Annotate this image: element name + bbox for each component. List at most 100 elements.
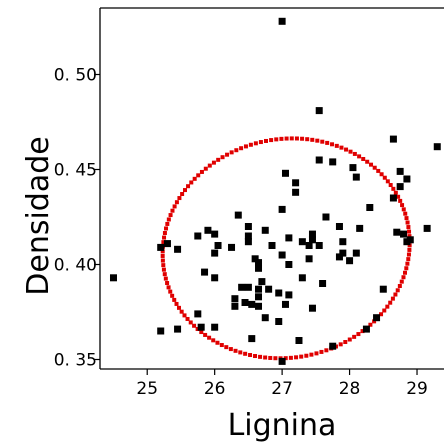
ellipse-dot xyxy=(406,225,411,230)
ellipse-dot xyxy=(357,154,362,159)
ellipse-dot xyxy=(401,207,406,212)
ellipse-dot xyxy=(163,276,168,281)
ellipse-dot xyxy=(344,147,349,152)
data-point xyxy=(265,285,273,293)
data-point xyxy=(393,228,401,236)
data-point xyxy=(305,242,313,249)
data-point xyxy=(255,302,263,310)
ellipse-dot xyxy=(314,351,319,356)
ellipse-dot xyxy=(310,137,315,142)
ellipse-dot xyxy=(379,172,384,177)
x-tick-label: 29 xyxy=(406,379,428,399)
y-axis-title: Densidade xyxy=(21,136,56,295)
ellipse-dot xyxy=(192,323,197,328)
data-point xyxy=(305,255,313,263)
x-axis-title: Lignina xyxy=(228,408,337,442)
data-point xyxy=(201,268,209,276)
y-tick-label: 0. 50 xyxy=(54,66,97,86)
data-point xyxy=(211,249,219,257)
ellipse-dot xyxy=(170,208,175,213)
data-point xyxy=(315,242,323,249)
ellipse-dot xyxy=(379,312,384,317)
data-point xyxy=(261,226,269,234)
ellipse-dot xyxy=(162,235,167,240)
data-point xyxy=(255,259,263,267)
ellipse-dot xyxy=(289,136,294,141)
ellipse-dot xyxy=(393,190,398,195)
ellipse-dot xyxy=(160,253,165,258)
ellipse-dot xyxy=(248,353,253,358)
ellipse-dot xyxy=(294,136,299,141)
ellipse-dot xyxy=(188,320,193,325)
ellipse-dot xyxy=(279,136,284,141)
data-point xyxy=(396,167,404,175)
ellipse-dot xyxy=(385,179,390,184)
data-point xyxy=(255,293,263,301)
data-point xyxy=(194,232,202,240)
ellipse-dot xyxy=(180,192,185,197)
data-point xyxy=(244,223,252,230)
y-axis: 0. 35 0. 40 0. 45 0. 50 xyxy=(54,66,100,371)
data-point xyxy=(109,274,117,282)
ellipse-dot xyxy=(258,140,263,145)
data-point xyxy=(275,318,283,325)
data-point xyxy=(298,274,306,282)
data-point xyxy=(174,245,182,253)
ellipse-dot xyxy=(199,330,204,335)
ellipse-dot xyxy=(207,335,212,340)
ellipse-dot xyxy=(215,340,220,345)
ellipse-dot xyxy=(365,159,370,164)
ellipse-dot xyxy=(161,263,166,268)
ellipse-dot xyxy=(405,261,410,266)
data-point xyxy=(356,224,364,232)
y-tick-label: 0. 40 xyxy=(54,256,97,276)
ellipse-dot xyxy=(185,316,190,321)
data-point xyxy=(349,164,357,172)
ellipse-dot xyxy=(406,252,411,257)
ellipse-dot xyxy=(263,138,268,143)
data-point xyxy=(244,283,252,291)
x-tick-label: 28 xyxy=(339,379,361,399)
ellipse-dot xyxy=(283,356,288,361)
x-tick-label: 27 xyxy=(271,379,293,399)
ellipse-dot xyxy=(299,354,304,359)
data-point xyxy=(248,300,256,308)
data-point xyxy=(315,156,323,164)
ellipse-dot xyxy=(356,332,361,337)
ellipse-dot xyxy=(263,355,268,360)
ellipse-dot xyxy=(177,196,182,201)
data-point xyxy=(234,211,242,219)
ellipse-dot xyxy=(196,173,201,178)
data-point xyxy=(214,242,222,249)
data-point xyxy=(163,240,171,248)
ellipse-dot xyxy=(168,213,173,218)
ellipse-dot xyxy=(243,144,248,149)
ellipse-dot xyxy=(376,168,381,173)
ellipse-dot xyxy=(407,229,412,234)
ellipse-dot xyxy=(406,257,411,262)
ellipse-dot xyxy=(165,281,170,286)
ellipse-dot xyxy=(309,352,314,357)
ellipse-dot xyxy=(216,157,221,162)
ellipse-dot xyxy=(176,305,181,310)
data-point xyxy=(244,238,252,246)
ellipse-dot xyxy=(225,152,230,157)
data-point xyxy=(278,251,286,259)
data-point xyxy=(292,188,300,196)
data-point xyxy=(335,253,343,261)
ellipse-dot xyxy=(405,220,410,225)
data-point xyxy=(366,204,374,211)
ellipse-dot xyxy=(320,139,325,144)
data-point xyxy=(228,243,236,251)
ellipse-dot xyxy=(269,138,274,143)
data-point xyxy=(278,357,286,365)
data-point xyxy=(352,249,360,257)
ellipse-dot xyxy=(369,162,374,167)
data-point xyxy=(285,291,293,299)
ellipse-dot xyxy=(372,319,377,324)
ellipse-dot xyxy=(174,200,179,205)
data-point xyxy=(329,342,337,350)
data-point xyxy=(308,236,316,244)
ellipse-dot xyxy=(360,329,365,334)
data-point xyxy=(396,183,404,191)
